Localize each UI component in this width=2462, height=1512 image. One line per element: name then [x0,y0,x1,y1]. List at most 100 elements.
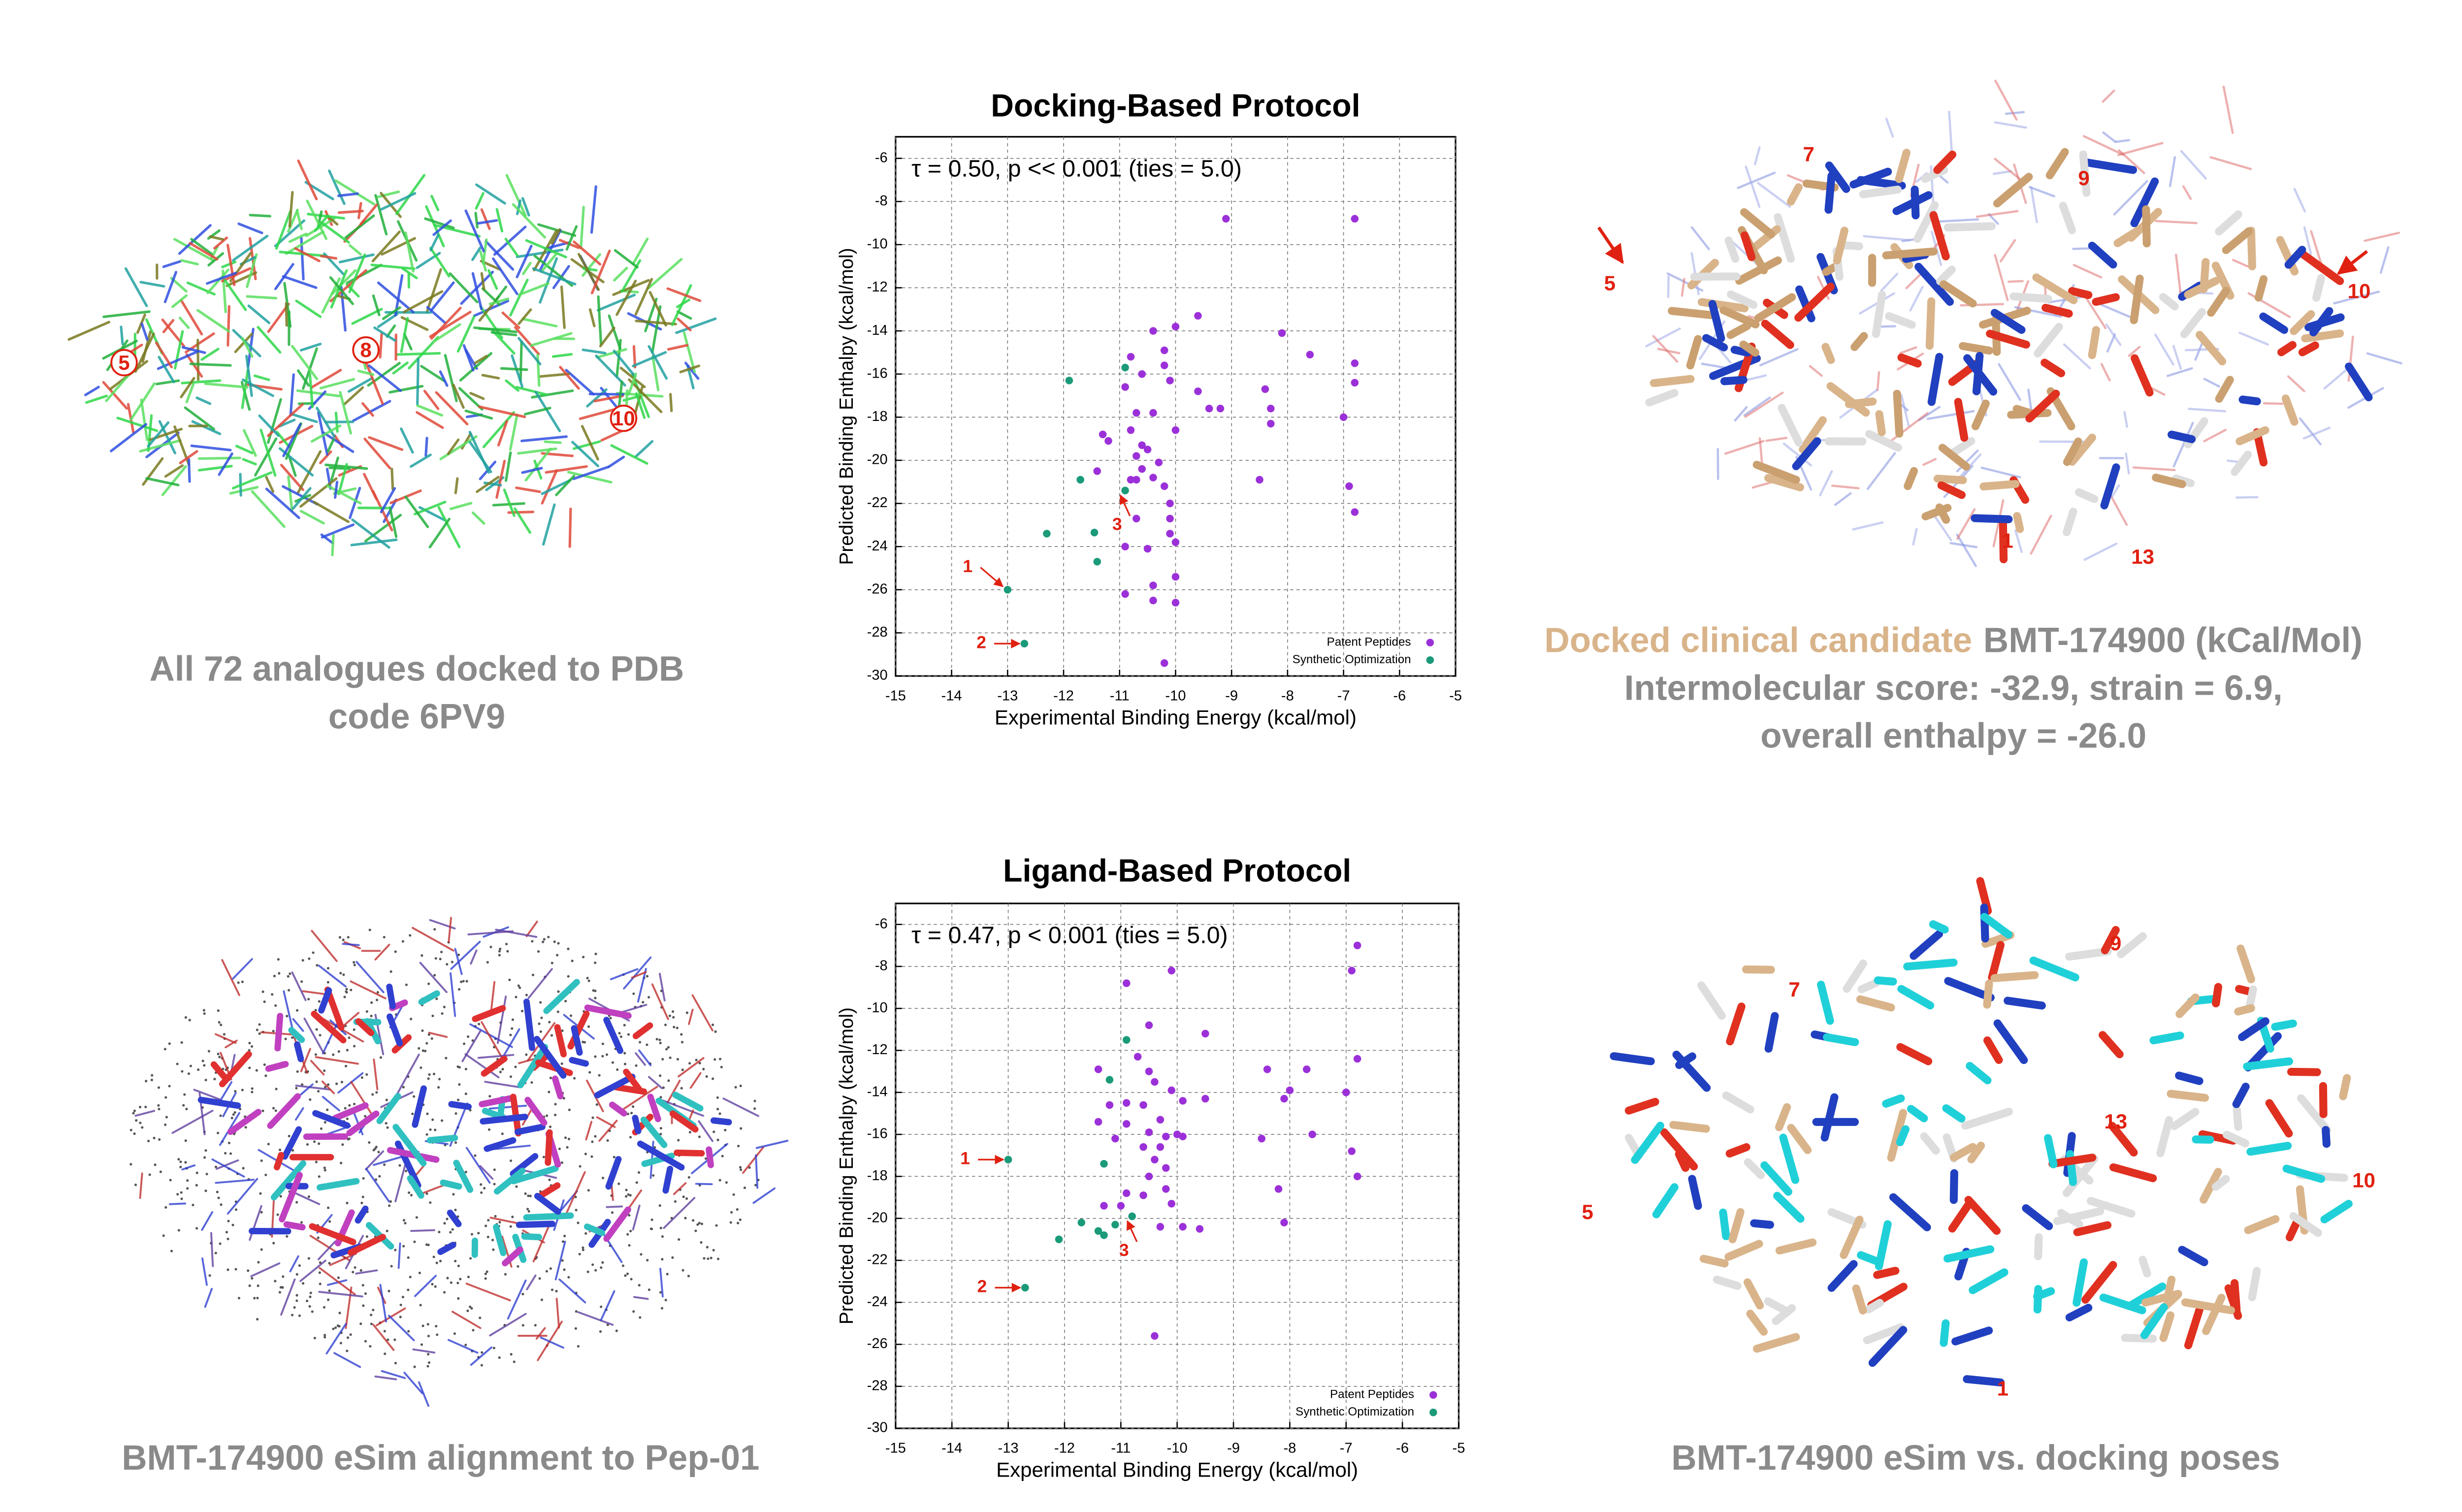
molecule-stick [365,1150,385,1170]
surface-dot [537,950,540,953]
surface-dot [251,1277,254,1280]
surface-dot [655,1038,658,1041]
surface-dot [438,1230,441,1233]
data-point [1171,599,1180,607]
molecule-stick [349,244,362,256]
molecule-stick [187,458,191,483]
surface-dot [573,1077,576,1080]
surface-dot [295,1294,298,1297]
surface-dot [203,1064,206,1067]
molecule-stick [2030,186,2038,224]
surface-dot [621,1264,625,1267]
molecule-stick [215,1179,255,1184]
surface-dot [176,1193,179,1196]
surface-dot [217,1196,220,1199]
molecule-stick [465,1283,511,1302]
molecule-stick [465,1147,491,1184]
molecule-stick [363,473,378,500]
molecule-stick [532,1223,551,1263]
surface-dot [346,1201,349,1205]
molecule-stick [373,1058,379,1091]
surface-dot [611,1211,614,1214]
surface-dot [509,1159,513,1162]
data-point [1145,1172,1153,1181]
data-point [1256,476,1263,484]
molecule-stick [418,1381,430,1407]
molecule-stick [139,281,165,288]
surface-dot [457,1264,460,1267]
surface-dot [153,1136,156,1140]
molecule-stick [1727,290,1758,309]
surface-dot [509,1075,512,1078]
molecule-stick [401,267,418,280]
molecule-stick [480,1113,528,1125]
surface-dot [439,958,442,961]
molecule-stick [525,920,538,937]
surface-dot [545,1270,549,1273]
surface-dot [261,990,264,993]
x-tick-label: -15 [885,1441,906,1456]
molecule-stick [2298,341,2319,356]
molecule-stick [2172,345,2182,370]
surface-dot [364,1115,367,1118]
surface-dot [504,1273,507,1276]
surface-dot [584,1232,587,1235]
molecule-stick [1764,1012,1779,1053]
surface-dot [408,1191,411,1194]
surface-dot [401,940,404,943]
molecule-stick [631,971,647,979]
molecule-stick [523,407,551,416]
surface-dot [394,950,397,953]
surface-dot [421,1049,424,1052]
surface-dot [247,1269,250,1272]
molecule-stick [1964,1195,2001,1235]
surface-dot [207,1050,211,1053]
surface-dot [353,961,356,964]
molecule-stick [2284,246,2306,269]
surface-dot [619,1035,622,1038]
molecule-stick [1926,410,1975,420]
surface-dot [424,1050,427,1053]
molecule-stick [1697,981,1726,1020]
legend-swatch [1429,1391,1437,1399]
molecule-stick [190,238,213,256]
molecule-stick [493,1144,531,1150]
molecule-stick [2073,264,2103,279]
surface-dot [594,1055,597,1058]
molecule-stick [215,1033,237,1044]
molecule-stick [473,299,510,317]
molecule-stick [1660,1128,1698,1171]
surface-dot [498,1356,501,1359]
molecule-stick [265,487,300,519]
data-point [1194,387,1202,395]
molecule-stick [285,302,288,327]
surface-dot [459,1278,462,1281]
surface-dot [248,1066,251,1069]
molecule-stick [332,1102,369,1122]
surface-dot [443,1291,446,1294]
molecule-stick [2100,463,2120,510]
molecule-stick [1675,1052,1696,1069]
surface-dot [713,1130,715,1133]
surface-dot [429,1201,432,1204]
molecule-stick [259,428,277,477]
molecule-stick [1874,976,1897,986]
surface-dot [479,1317,482,1319]
surface-dot [425,1042,428,1045]
molecule-stick [572,465,610,481]
molecule-stick [2159,1311,2175,1342]
surface-dot [561,1029,564,1032]
molecule-stick [413,500,447,515]
surface-dot [626,1112,630,1116]
molecule-stick [535,1327,546,1340]
surface-dot [547,935,550,938]
molecule-stick [376,1093,401,1125]
molecule-stick [1910,930,1944,960]
molecule-stick [2007,280,2024,283]
surface-dot [324,1169,326,1172]
molecule-stick [632,237,649,265]
surface-dot [313,1140,316,1143]
molecule-stick [2174,254,2182,296]
molecule-stick [211,1158,245,1178]
surface-dot [409,1276,412,1279]
